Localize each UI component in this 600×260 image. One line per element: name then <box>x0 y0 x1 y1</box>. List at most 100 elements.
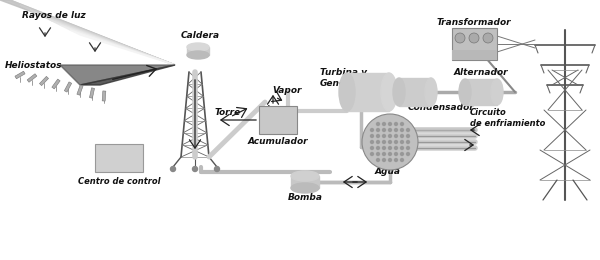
Circle shape <box>371 140 374 144</box>
Bar <box>399 78 431 106</box>
Circle shape <box>401 140 404 144</box>
Circle shape <box>395 153 398 155</box>
Text: Heliostatos: Heliostatos <box>5 61 62 69</box>
Circle shape <box>377 128 380 132</box>
Circle shape <box>377 140 380 144</box>
Circle shape <box>383 153 386 155</box>
Circle shape <box>371 153 374 155</box>
Text: Alternador: Alternador <box>454 68 508 76</box>
FancyBboxPatch shape <box>259 106 297 134</box>
Circle shape <box>389 140 392 144</box>
Bar <box>347 73 389 111</box>
Polygon shape <box>30 10 175 65</box>
Circle shape <box>395 134 398 138</box>
Circle shape <box>377 153 380 155</box>
FancyBboxPatch shape <box>95 144 143 172</box>
Polygon shape <box>50 20 175 65</box>
Text: Transformador: Transformador <box>437 17 511 27</box>
Circle shape <box>383 128 386 132</box>
Text: Caldera: Caldera <box>181 30 220 40</box>
Circle shape <box>215 166 220 172</box>
Text: Vapor: Vapor <box>272 86 302 94</box>
Text: Torre: Torre <box>215 107 241 116</box>
Circle shape <box>469 33 479 43</box>
Polygon shape <box>80 65 175 85</box>
Ellipse shape <box>425 78 437 106</box>
Polygon shape <box>102 91 106 101</box>
Circle shape <box>371 146 374 150</box>
Circle shape <box>389 146 392 150</box>
Circle shape <box>383 140 386 144</box>
Circle shape <box>401 146 404 150</box>
Circle shape <box>389 153 392 155</box>
Bar <box>465 79 497 105</box>
Circle shape <box>407 134 410 138</box>
Ellipse shape <box>393 78 405 106</box>
Text: Condensador: Condensador <box>408 102 475 112</box>
Polygon shape <box>27 74 37 82</box>
Polygon shape <box>70 30 175 65</box>
Circle shape <box>401 134 404 138</box>
Circle shape <box>395 122 398 126</box>
Polygon shape <box>77 85 83 95</box>
Circle shape <box>483 33 493 43</box>
Polygon shape <box>52 79 60 89</box>
Circle shape <box>170 166 176 172</box>
Polygon shape <box>60 65 175 85</box>
Circle shape <box>401 159 404 161</box>
Polygon shape <box>89 88 95 98</box>
Circle shape <box>371 128 374 132</box>
Polygon shape <box>40 76 49 86</box>
Ellipse shape <box>459 79 471 105</box>
Circle shape <box>401 122 404 126</box>
Ellipse shape <box>381 73 397 111</box>
Polygon shape <box>40 15 175 65</box>
Text: Circuito
de enfriamiento: Circuito de enfriamiento <box>470 108 545 128</box>
Polygon shape <box>15 71 25 79</box>
Ellipse shape <box>187 51 209 59</box>
Circle shape <box>407 146 410 150</box>
Circle shape <box>371 134 374 138</box>
Ellipse shape <box>491 79 503 105</box>
Circle shape <box>407 128 410 132</box>
Polygon shape <box>64 82 71 92</box>
Ellipse shape <box>187 43 209 51</box>
Circle shape <box>407 140 410 144</box>
Circle shape <box>395 146 398 150</box>
Circle shape <box>395 128 398 132</box>
Circle shape <box>383 146 386 150</box>
Text: Centro de control: Centro de control <box>78 178 160 186</box>
Circle shape <box>383 122 386 126</box>
Ellipse shape <box>291 171 319 181</box>
Ellipse shape <box>339 73 355 111</box>
Circle shape <box>377 146 380 150</box>
Circle shape <box>389 134 392 138</box>
Bar <box>187 47 209 55</box>
Circle shape <box>401 153 404 155</box>
Polygon shape <box>0 0 175 65</box>
Bar <box>291 176 319 188</box>
Circle shape <box>389 122 392 126</box>
FancyBboxPatch shape <box>452 50 497 60</box>
FancyBboxPatch shape <box>452 28 497 60</box>
Circle shape <box>362 114 418 170</box>
Circle shape <box>401 128 404 132</box>
Circle shape <box>389 128 392 132</box>
Circle shape <box>377 159 380 161</box>
Text: Turbina y
Generador: Turbina y Generador <box>320 68 374 88</box>
Text: Acumulador: Acumulador <box>248 136 308 146</box>
Circle shape <box>389 159 392 161</box>
Polygon shape <box>10 0 175 65</box>
Polygon shape <box>20 5 175 65</box>
Circle shape <box>395 159 398 161</box>
Circle shape <box>383 134 386 138</box>
Ellipse shape <box>291 183 319 193</box>
Circle shape <box>407 153 410 155</box>
Circle shape <box>455 33 465 43</box>
Text: Bomba: Bomba <box>287 193 323 203</box>
Circle shape <box>383 159 386 161</box>
Circle shape <box>377 122 380 126</box>
Circle shape <box>395 140 398 144</box>
Text: Rayos de luz: Rayos de luz <box>22 10 86 20</box>
Text: Agua: Agua <box>375 167 401 177</box>
